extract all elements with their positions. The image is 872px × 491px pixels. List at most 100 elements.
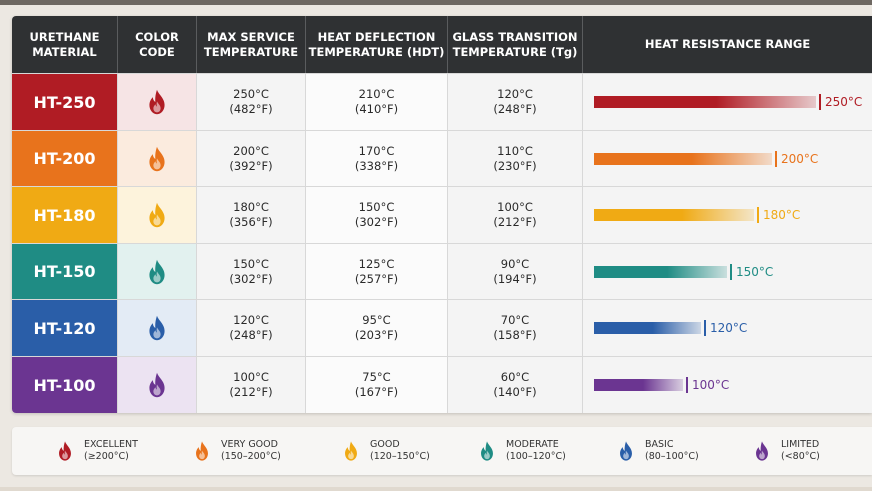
heat-deflection-temperature-cell: 75°C (167°F) [305, 357, 447, 413]
legend-icon-wrap [338, 438, 364, 464]
glass-transition-temperature-cell: 120°C (248°F) [447, 74, 582, 130]
heat-resistance-bar [594, 152, 772, 165]
color-code-cell [117, 300, 196, 357]
legend-label: VERY GOOD [221, 439, 278, 450]
legend-range: (150–200°C) [221, 451, 281, 462]
flame-icon [345, 441, 357, 461]
header-heat-resistance-range: HEAT RESISTANCE RANGE [582, 16, 872, 73]
glass-transition-temperature-cell: 110°C (230°F) [447, 130, 582, 187]
heat-deflection-temperature-cell: 150°C (302°F) [305, 187, 447, 244]
legend-label: MODERATE [506, 439, 559, 450]
table-row: HT-200 200°C (392°F) 170°C (338°F) 110°C (2… [12, 129, 872, 187]
legend-icon-wrap [613, 438, 639, 464]
flame-icon [149, 372, 165, 398]
heat-resistance-value-label: 150°C [736, 264, 774, 279]
heat-resistance-bar-cell: 180°C [582, 187, 872, 244]
legend-item: LIMITED (<80°C) [749, 427, 820, 475]
legend-label: EXCELLENT [84, 439, 138, 450]
max-service-temperature-cell: 250°C (482°F) [196, 74, 305, 130]
table-row: HT-120 120°C (248°F) 95°C (203°F) 70°C (158… [12, 299, 872, 357]
legend-range: (80–100°C) [645, 451, 699, 462]
heat-deflection-temperature-cell: 210°C (410°F) [305, 74, 447, 130]
table-row: HT-250 250°C (482°F) 210°C (410°F) 120°C (2… [12, 73, 872, 130]
header-color-code: COLOR CODE [117, 16, 196, 73]
legend-text: VERY GOOD (150–200°C) [221, 439, 281, 463]
header-max-service-temperature: MAX SERVICE TEMPERATURE [196, 16, 305, 73]
table-row: HT-150 150°C (302°F) 125°C (257°F) 90°C (19… [12, 242, 872, 300]
heat-resistance-bar [594, 322, 701, 335]
heat-deflection-temperature-cell: 125°C (257°F) [305, 243, 447, 300]
glass-transition-temperature-cell: 100°C (212°F) [447, 187, 582, 244]
flame-icon [149, 202, 165, 228]
flame-icon [149, 259, 165, 285]
max-service-temperature-cell: 200°C (392°F) [196, 130, 305, 187]
legend-text: BASIC (80–100°C) [645, 439, 699, 463]
heat-resistance-value-label: 120°C [710, 321, 748, 336]
heat-resistance-value-label: 200°C [781, 151, 819, 166]
max-service-temperature-cell: 120°C (248°F) [196, 300, 305, 357]
legend-icon-wrap [189, 438, 215, 464]
legend-range: (<80°C) [781, 451, 820, 462]
heat-resistance-bar-cell: 250°C [582, 74, 872, 130]
glass-transition-temperature-cell: 60°C (140°F) [447, 357, 582, 413]
color-code-cell [117, 243, 196, 300]
header-glass-transition-temperature: GLASS TRANSITION TEMPERATURE (Tg) [447, 16, 582, 73]
color-code-cell [117, 74, 196, 130]
material-cell: HT-100 [12, 357, 117, 413]
legend-range: (100–120°C) [506, 451, 566, 462]
flame-icon [149, 146, 165, 171]
bar-end-marker [819, 94, 821, 110]
heat-resistance-value-label: 250°C [825, 95, 863, 109]
bar-end-marker [704, 320, 706, 337]
flame-icon [620, 441, 632, 461]
color-code-cell [117, 187, 196, 244]
table-row: HT-180 180°C (356°F) 150°C (302°F) 100°C (2… [12, 186, 872, 244]
legend-label: BASIC [645, 439, 674, 450]
glass-transition-temperature-cell: 70°C (158°F) [447, 300, 582, 357]
legend-text: MODERATE (100–120°C) [506, 439, 566, 463]
material-cell: HT-250 [12, 74, 117, 130]
legend: EXCELLENT (≥200°C) VERY GOOD (150–200°C) GOO… [12, 427, 872, 475]
legend-text: EXCELLENT (≥200°C) [84, 439, 138, 463]
max-service-temperature-cell: 100°C (212°F) [196, 357, 305, 413]
heat-resistance-bar [594, 379, 683, 391]
table-row: HT-100 100°C (212°F) 75°C (167°F) 60°C (140… [12, 356, 872, 413]
bottom-border [0, 487, 872, 491]
max-service-temperature-cell: 150°C (302°F) [196, 243, 305, 300]
flame-icon [196, 441, 208, 461]
material-cell: HT-120 [12, 300, 117, 357]
legend-range: (≥200°C) [84, 451, 129, 462]
flame-icon [59, 441, 71, 461]
flame-icon [481, 441, 493, 461]
legend-icon-wrap [749, 438, 775, 464]
legend-icon-wrap [52, 438, 78, 464]
heat-resistance-bar-cell: 200°C [582, 130, 872, 187]
heat-resistance-value-label: 100°C [692, 378, 730, 392]
bar-end-marker [775, 150, 777, 167]
heat-resistance-bar [594, 265, 727, 278]
heat-resistance-bar-cell: 120°C [582, 300, 872, 357]
legend-item: EXCELLENT (≥200°C) [52, 427, 138, 475]
heat-deflection-temperature-cell: 95°C (203°F) [305, 300, 447, 357]
heat-resistance-bar-cell: 150°C [582, 243, 872, 300]
legend-text: LIMITED (<80°C) [781, 439, 820, 463]
glass-transition-temperature-cell: 90°C (194°F) [447, 243, 582, 300]
heat-resistance-bar-cell: 100°C [582, 357, 872, 413]
heat-resistance-value-label: 180°C [763, 208, 801, 223]
legend-range: (120–150°C) [370, 451, 430, 462]
legend-icon-wrap [474, 438, 500, 464]
material-cell: HT-150 [12, 243, 117, 300]
legend-item: BASIC (80–100°C) [613, 427, 699, 475]
legend-label: GOOD [370, 439, 400, 450]
material-cell: HT-200 [12, 130, 117, 187]
bar-end-marker [730, 263, 732, 280]
header-urethane-material: URETHANE MATERIAL [29, 29, 100, 59]
bar-end-marker [757, 207, 759, 224]
max-service-temperature-cell: 180°C (356°F) [196, 187, 305, 244]
color-code-cell [117, 130, 196, 187]
color-code-cell [117, 357, 196, 413]
legend-text: GOOD (120–150°C) [370, 439, 430, 463]
legend-label: LIMITED [781, 439, 820, 450]
flame-icon [149, 89, 165, 115]
legend-item: GOOD (120–150°C) [338, 427, 430, 475]
